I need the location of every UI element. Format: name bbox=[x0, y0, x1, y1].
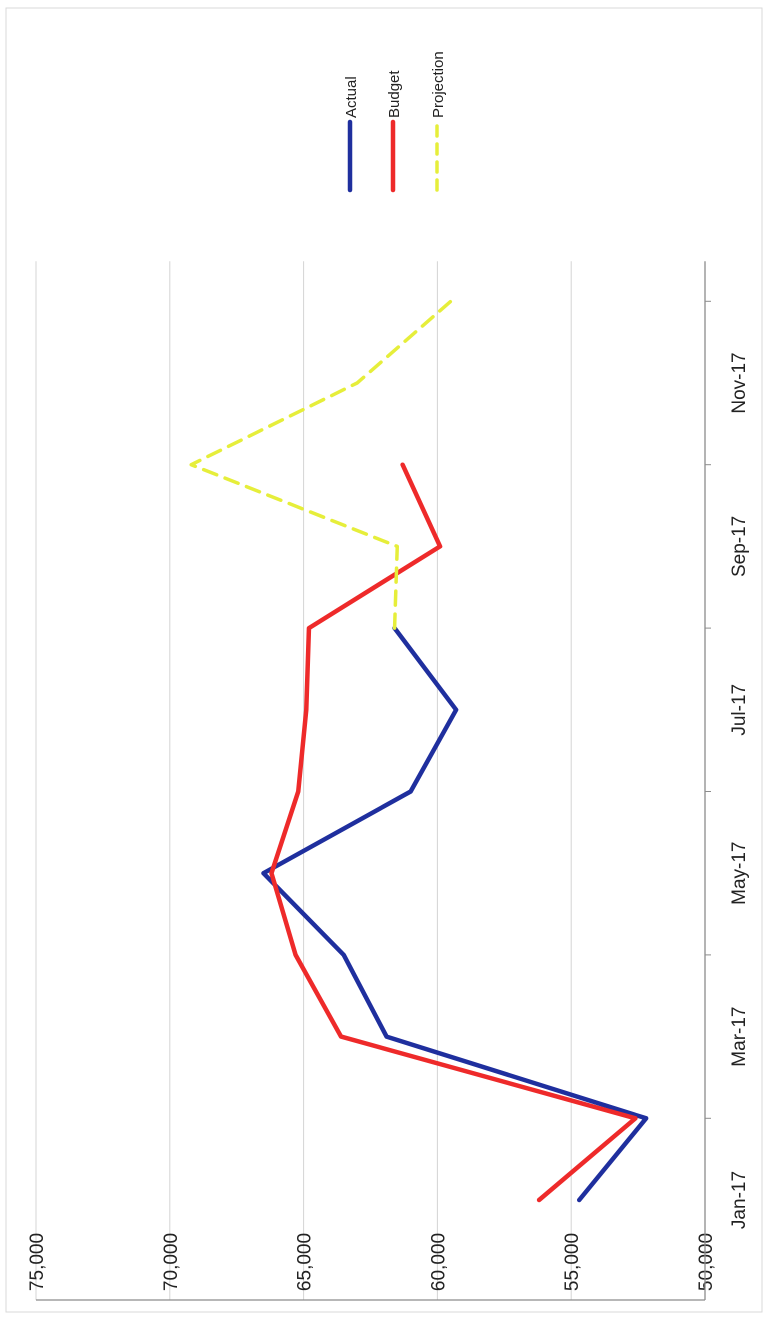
series-lines bbox=[189, 299, 649, 1203]
y-tick-label: 60,000 bbox=[428, 1233, 449, 1291]
y-tick-label: 75,000 bbox=[27, 1233, 48, 1291]
y-tick-label: 70,000 bbox=[161, 1233, 182, 1291]
x-tick-label: Mar-17 bbox=[729, 1007, 750, 1067]
y-tick-label: 65,000 bbox=[295, 1233, 316, 1291]
series-line-projection bbox=[189, 299, 453, 630]
x-tick-label: Sep-17 bbox=[729, 516, 750, 577]
legend-label-budget: Budget bbox=[386, 70, 403, 118]
x-tick-label: May-17 bbox=[729, 842, 750, 905]
legend-label-projection: Projection bbox=[430, 51, 447, 118]
series-line-actual bbox=[261, 625, 649, 1203]
axes: 50,000 55,000 60,000 65,000 70,000 75,000 Jan-… bbox=[27, 261, 750, 1301]
legend: Actual Budget Projection bbox=[343, 51, 447, 193]
x-tick-label: Nov-17 bbox=[729, 352, 750, 413]
series-line-budget bbox=[269, 462, 638, 1203]
y-tick-label: 55,000 bbox=[562, 1233, 583, 1291]
x-tick-label: Jan-17 bbox=[729, 1171, 750, 1229]
y-tick-label: 50,000 bbox=[696, 1233, 717, 1291]
x-tick-label: Jul-17 bbox=[729, 684, 750, 736]
chart-border bbox=[5, 7, 763, 1313]
legend-label-actual: Actual bbox=[343, 76, 360, 118]
gridlines bbox=[35, 261, 572, 1300]
